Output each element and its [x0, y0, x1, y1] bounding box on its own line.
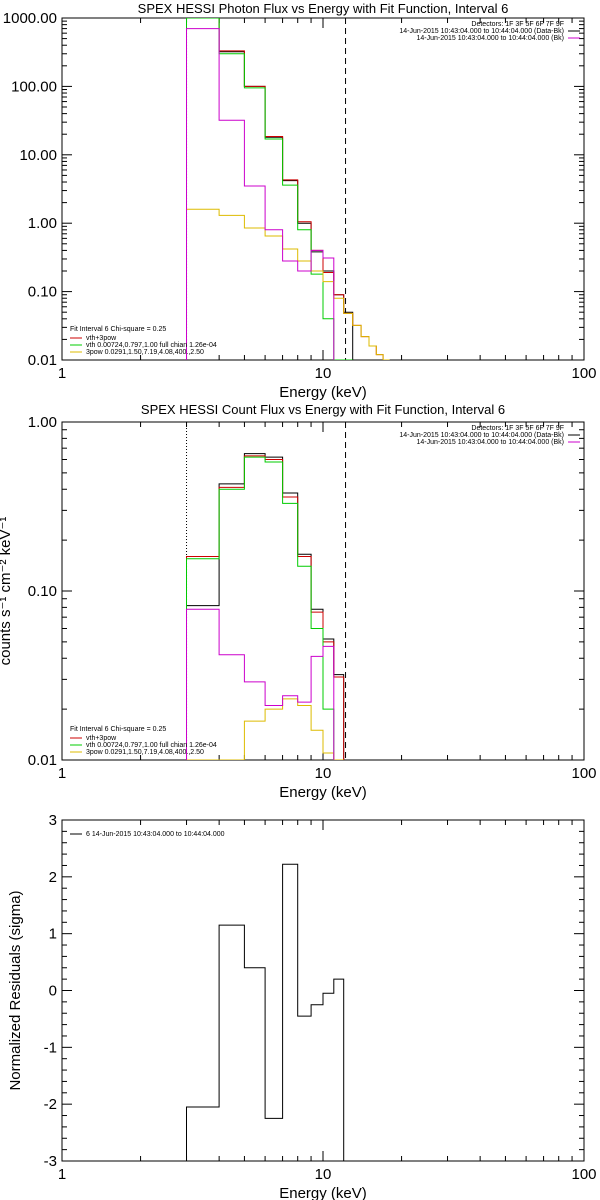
x-tick-label: 100	[571, 365, 596, 382]
series-line-residual	[186, 863, 345, 1161]
legend-text: 3pow 0.0291,1.50,7.19,4.08,400.,2.50	[86, 749, 204, 756]
legend-text: 14-Jun-2015 10:43:04.000 to 10:44:04.000…	[399, 28, 564, 35]
y-tick-label: 0.01	[28, 752, 57, 769]
y-tick-label: -3	[44, 1153, 57, 1170]
series-line-vth-3pow	[186, 18, 390, 360]
plot-frame	[61, 819, 585, 1162]
legend-text: Detectors: 1F 3F 5F 6F 7F 9F	[471, 425, 564, 432]
x-axis-label: Energy (keV)	[279, 784, 367, 801]
count-flux-panel: SPEX HESSI Count Flux vs Energy with Fit…	[0, 402, 597, 801]
y-tick-label: 3	[49, 812, 57, 829]
legend-text: vth 0.00724,0.797,1.00 full chian 1.26e-…	[86, 742, 217, 749]
series-line-data-bk	[186, 18, 354, 360]
legend-text: 14-Jun-2015 10:43:04.000 to 10:44:04.000…	[417, 35, 565, 42]
y-tick-label: 0.01	[28, 352, 57, 369]
legend-text: Detectors: 1F 3F 5F 6F 7F 9F	[471, 21, 564, 28]
x-axis-label: Energy (keV)	[279, 1185, 367, 1200]
legend-header: Fit Interval 6 Chi-square = 0.25	[70, 326, 166, 333]
chart-title: SPEX HESSI Photon Flux vs Energy with Fi…	[138, 1, 509, 16]
legend-text: vth 0.00724,0.797,1.00 full chian 1.26e-…	[86, 342, 217, 349]
y-tick-label: 0	[49, 983, 57, 1000]
y-tick-label: -1	[44, 1039, 57, 1056]
x-tick-label: 10	[315, 1166, 332, 1183]
legend-text: vth+3pow	[86, 735, 117, 742]
x-tick-label: 10	[315, 765, 332, 782]
series-line-bk	[186, 28, 335, 360]
series-line-bk	[186, 608, 335, 760]
data-layer	[186, 18, 390, 360]
series-line-vth-3pow	[186, 455, 345, 760]
y-tick-label: 1.00	[28, 414, 57, 431]
series-line-vth	[186, 456, 344, 760]
x-tick-label: 100	[571, 1166, 596, 1183]
y-tick-label: 0.10	[28, 583, 57, 600]
x-tick-label: 10	[315, 365, 332, 382]
legend-text: vth+3pow	[86, 335, 117, 342]
y-tick-label: 1.00	[28, 215, 57, 232]
x-tick-label: 100	[571, 765, 596, 782]
legend-text: 14-Jun-2015 10:43:04.000 to 10:44:04.000…	[399, 432, 564, 439]
photon-flux-panel: SPEX HESSI Photon Flux vs Energy with Fi…	[3, 1, 597, 401]
data-layer	[186, 863, 345, 1161]
x-tick-label: 1	[58, 365, 66, 382]
y-tick-label: 1000.00	[3, 10, 57, 27]
legend-text: 14-Jun-2015 10:43:04.000 to 10:44:04.000…	[417, 439, 565, 446]
chart-title: SPEX HESSI Count Flux vs Energy with Fit…	[141, 402, 505, 417]
y-tick-label: 10.00	[19, 147, 57, 164]
x-tick-label: 1	[58, 765, 66, 782]
series-line-vth	[186, 18, 353, 360]
series-line-data-bk	[186, 453, 345, 760]
x-axis-label: Energy (keV)	[279, 384, 367, 401]
residuals-panel: 1 10 100 -3 -2 -1 0 1 2 3 Energy (keV) Normalized R…	[7, 812, 597, 1200]
data-layer	[186, 422, 347, 760]
y-tick-label: 0.10	[28, 284, 57, 301]
legend-text: 3pow 0.0291,1.50,7.19,4.08,400.,2.50	[86, 349, 204, 356]
series-line-3pow	[186, 208, 390, 360]
y-axis-label: counts s⁻¹ cm⁻² keV⁻¹	[0, 517, 14, 666]
y-tick-label: 100.00	[11, 78, 57, 95]
series-line-3pow	[186, 698, 344, 760]
legend-header: Fit Interval 6 Chi-square = 0.25	[70, 726, 166, 733]
y-tick-label: 1	[49, 926, 57, 943]
legend-text: 6 14-Jun-2015 10:43:04.000 to 10:44:04.0…	[86, 831, 225, 838]
y-tick-label: 2	[49, 869, 57, 886]
y-axis-label: Normalized Residuals (sigma)	[7, 890, 24, 1090]
x-tick-label: 1	[58, 1166, 66, 1183]
y-tick-label: -2	[44, 1096, 57, 1113]
